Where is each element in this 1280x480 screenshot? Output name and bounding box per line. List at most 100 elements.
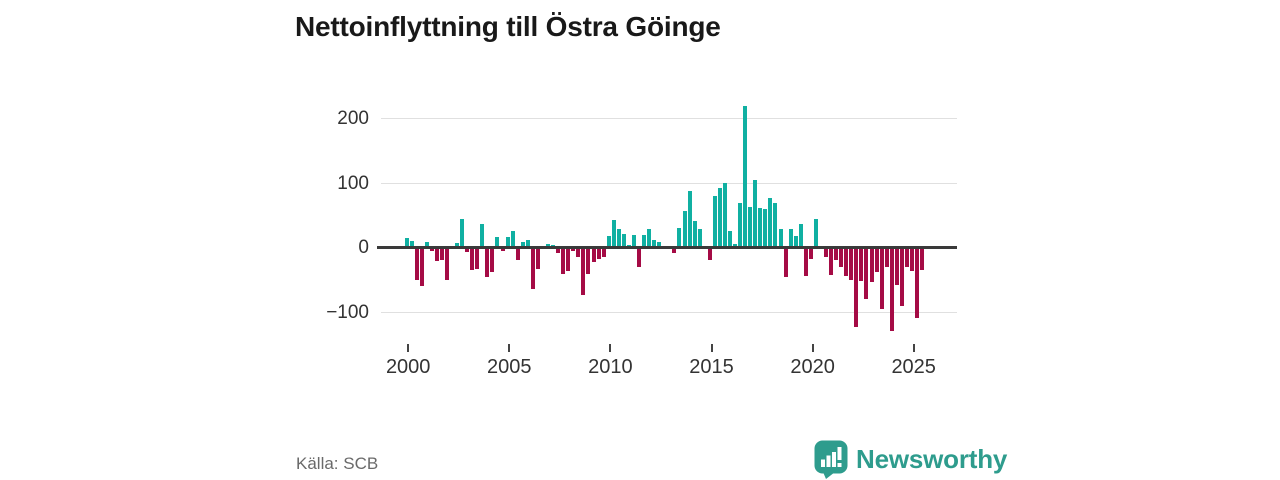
bar-2021-q2 bbox=[834, 247, 839, 260]
bar-2001-q2 bbox=[429, 247, 434, 251]
zero-axis-line bbox=[377, 246, 957, 249]
bar-2018-q1 bbox=[768, 197, 773, 248]
y-axis-tick-label: 200 bbox=[337, 108, 369, 129]
bar-2016-q1 bbox=[727, 230, 732, 248]
bar-2020-q4 bbox=[824, 247, 829, 258]
bar-2008-q2 bbox=[571, 247, 576, 251]
bar-2025-q1 bbox=[909, 247, 914, 272]
bar-2003-q3 bbox=[475, 247, 480, 270]
bar-2014-q3 bbox=[697, 229, 702, 248]
bar-2019-q1 bbox=[788, 229, 793, 248]
bar-2004-q4 bbox=[500, 247, 505, 251]
bar-2000-q2 bbox=[409, 241, 414, 248]
bar-2012-q1 bbox=[647, 228, 652, 248]
y-axis-tick-label: 100 bbox=[337, 172, 369, 194]
bar-2014-q1 bbox=[687, 191, 692, 248]
bar-2009-q3 bbox=[596, 247, 601, 260]
bar-2022-q3 bbox=[859, 247, 864, 282]
bar-2023-q2 bbox=[874, 247, 879, 272]
bar-2007-q3 bbox=[556, 247, 561, 253]
bar-2020-q2 bbox=[813, 219, 818, 248]
bar-2022-q4 bbox=[864, 247, 869, 300]
bar-2022-q2 bbox=[854, 247, 859, 327]
x-axis-tick bbox=[811, 344, 814, 352]
bar-2024-q3 bbox=[899, 247, 904, 306]
bar-2005-q3 bbox=[515, 247, 520, 261]
bar-2016-q2 bbox=[733, 244, 738, 248]
x-axis-tick-label: 2015 bbox=[689, 356, 734, 378]
bar-2019-q2 bbox=[793, 235, 798, 248]
bar-2013-q3 bbox=[677, 227, 682, 248]
bar-2015-q3 bbox=[717, 188, 722, 248]
x-axis-tick-label: 2020 bbox=[790, 356, 835, 378]
bar-2006-q2 bbox=[530, 247, 535, 289]
bar-2008-q3 bbox=[576, 247, 581, 258]
newsworthy-wordmark: Newsworthy bbox=[856, 444, 1008, 474]
bar-2000-q1 bbox=[404, 238, 409, 248]
bar-2000-q3 bbox=[414, 247, 419, 280]
x-axis-tick-label: 2005 bbox=[487, 356, 532, 378]
bar-2005-q2 bbox=[510, 230, 515, 248]
bar-2015-q4 bbox=[722, 183, 727, 248]
bar-2003-q4 bbox=[480, 224, 485, 248]
bar-2023-q4 bbox=[884, 247, 889, 267]
x-axis-tick-label: 2000 bbox=[385, 356, 431, 378]
bar-2004-q2 bbox=[490, 247, 495, 272]
gridline--100 bbox=[381, 311, 957, 313]
chart-title: Nettoinflyttning till Östra Göinge bbox=[295, 11, 721, 42]
y-axis-tick-label: 0 bbox=[358, 237, 369, 258]
bar-2013-q2 bbox=[672, 247, 677, 254]
bar-2010-q4 bbox=[621, 233, 626, 248]
bar-2017-q3 bbox=[758, 207, 763, 248]
bar-2003-q1 bbox=[465, 247, 470, 252]
y-axis-tick-label: −100 bbox=[326, 301, 369, 323]
x-axis-tick-label: 2010 bbox=[588, 356, 633, 378]
bar-2003-q2 bbox=[470, 247, 475, 271]
bar-2000-q4 bbox=[419, 247, 424, 287]
bar-2009-q1 bbox=[586, 247, 591, 274]
gridline-100 bbox=[381, 182, 957, 184]
bar-2016-q3 bbox=[738, 202, 743, 248]
bar-2012-q2 bbox=[652, 239, 657, 248]
bar-2019-q4 bbox=[803, 247, 808, 276]
bar-2016-q4 bbox=[743, 105, 748, 248]
bar-2008-q4 bbox=[581, 247, 586, 296]
bar-2021-q1 bbox=[829, 247, 834, 276]
x-axis-tick bbox=[508, 344, 511, 352]
newsworthy-bubble-chart-icon bbox=[814, 440, 848, 479]
bar-2025-q3 bbox=[920, 247, 925, 271]
gridline-200 bbox=[381, 118, 957, 119]
bar-2009-q2 bbox=[591, 247, 596, 263]
bar-2017-q1 bbox=[748, 206, 753, 248]
bar-2004-q1 bbox=[485, 247, 490, 278]
bar-2010-q3 bbox=[616, 229, 621, 248]
bar-2002-q4 bbox=[460, 219, 465, 248]
bar-2024-q4 bbox=[904, 247, 909, 267]
x-axis-tick-label: 2025 bbox=[891, 356, 936, 378]
bar-2001-q1 bbox=[424, 242, 429, 248]
bar-2009-q4 bbox=[601, 247, 606, 258]
bar-2023-q1 bbox=[869, 247, 874, 283]
bar-2017-q4 bbox=[763, 209, 768, 248]
bar-2015-q1 bbox=[707, 247, 712, 261]
bar-2005-q1 bbox=[505, 237, 510, 248]
bar-2021-q3 bbox=[839, 247, 844, 267]
bar-2004-q3 bbox=[495, 236, 500, 248]
bar-2001-q4 bbox=[439, 247, 444, 260]
bar-2023-q3 bbox=[879, 247, 884, 309]
bar-2006-q1 bbox=[525, 239, 530, 248]
bar-2001-q3 bbox=[434, 247, 439, 262]
bar-2014-q2 bbox=[692, 221, 697, 248]
bar-2007-q1 bbox=[546, 243, 551, 248]
source-note: Källa: SCB bbox=[296, 454, 379, 473]
bar-2011-q2 bbox=[631, 234, 636, 248]
bar-2012-q3 bbox=[657, 241, 662, 248]
bar-2018-q2 bbox=[773, 202, 778, 248]
bar-2020-q1 bbox=[808, 247, 813, 260]
newsworthy-logo: Newsworthy bbox=[814, 440, 1007, 479]
bar-2024-q2 bbox=[894, 247, 899, 285]
bar-2002-q3 bbox=[455, 242, 460, 248]
bar-2006-q3 bbox=[535, 247, 540, 269]
x-axis-tick bbox=[710, 344, 713, 352]
